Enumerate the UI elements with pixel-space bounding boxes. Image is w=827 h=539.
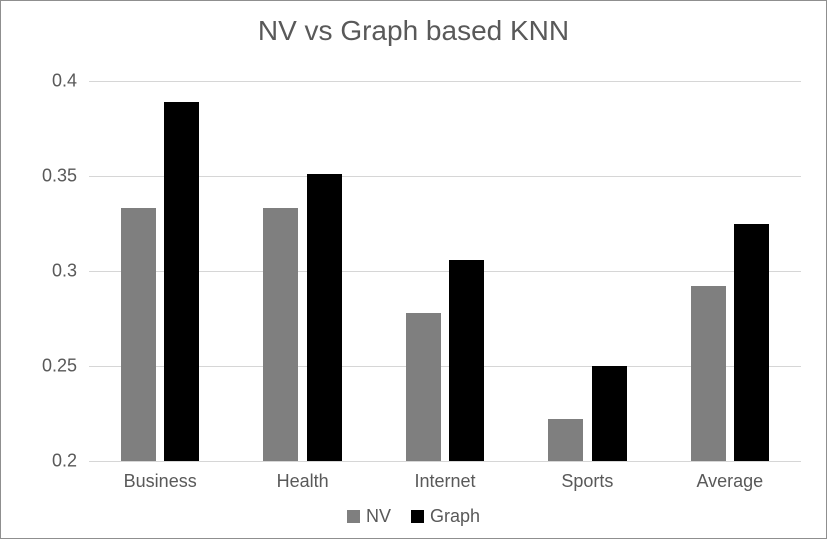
- bar-graph-internet: [449, 260, 484, 461]
- bar-graph-health: [307, 174, 342, 461]
- chart-frame: NV vs Graph based KNN 0.20.250.30.350.4B…: [0, 0, 827, 539]
- y-tick-label: 0.3: [52, 261, 77, 282]
- x-tick-label: Average: [696, 471, 763, 492]
- bar-nv-internet: [406, 313, 441, 461]
- x-tick-label: Sports: [561, 471, 613, 492]
- bar-nv-sports: [548, 419, 583, 461]
- bar-nv-health: [263, 208, 298, 461]
- x-tick-label: Health: [277, 471, 329, 492]
- y-tick-label: 0.4: [52, 71, 77, 92]
- legend: NV Graph: [1, 506, 826, 528]
- bar-graph-sports: [592, 366, 627, 461]
- bar-graph-business: [164, 102, 199, 461]
- legend-item-graph: Graph: [411, 506, 480, 527]
- bar-nv-business: [121, 208, 156, 461]
- legend-label: NV: [366, 506, 391, 527]
- gridline: [89, 81, 801, 82]
- x-tick-label: Business: [124, 471, 197, 492]
- legend-label: Graph: [430, 506, 480, 527]
- gridline: [89, 461, 801, 462]
- bar-nv-average: [691, 286, 726, 461]
- y-tick-label: 0.2: [52, 451, 77, 472]
- y-tick-label: 0.25: [42, 356, 77, 377]
- x-tick-label: Internet: [414, 471, 475, 492]
- y-tick-label: 0.35: [42, 166, 77, 187]
- chart-title: NV vs Graph based KNN: [1, 15, 826, 47]
- bar-graph-average: [734, 224, 769, 462]
- legend-item-nv: NV: [347, 506, 391, 527]
- legend-swatch: [411, 510, 424, 523]
- legend-swatch: [347, 510, 360, 523]
- plot-area: 0.20.250.30.350.4BusinessHealthInternetS…: [89, 81, 801, 461]
